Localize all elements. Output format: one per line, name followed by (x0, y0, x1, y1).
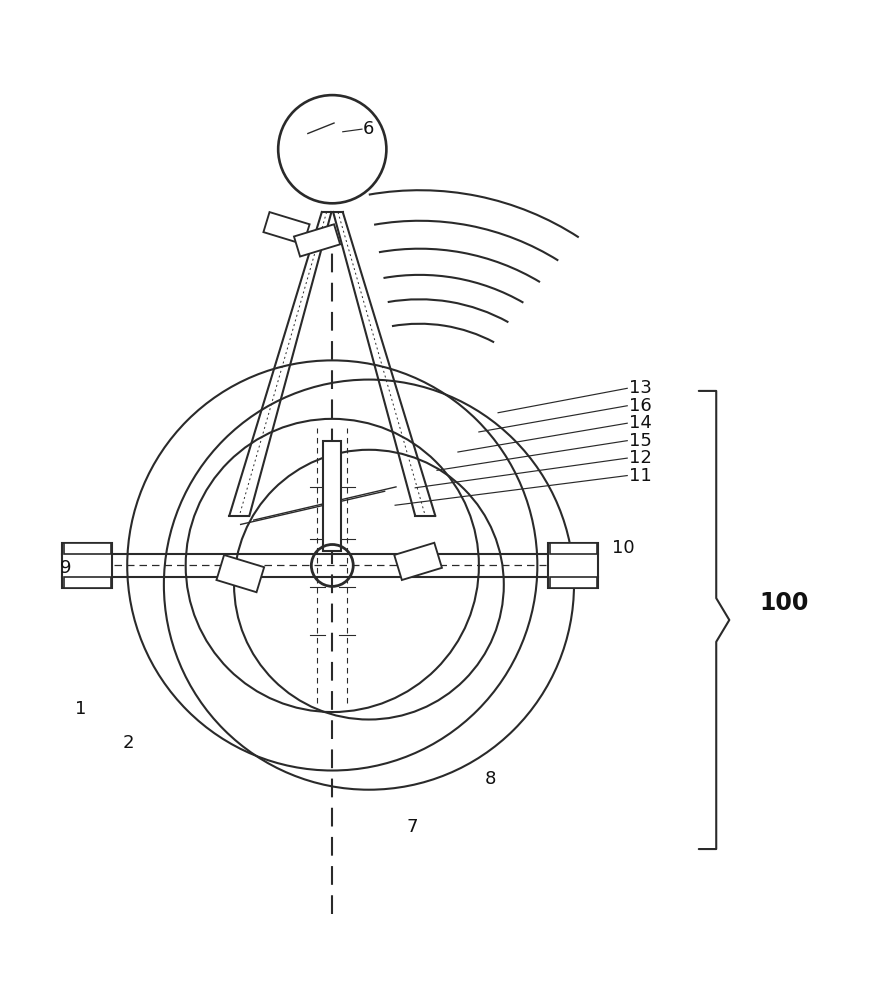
Bar (394, 543, 442, 580)
Text: 1: 1 (75, 700, 87, 718)
Text: 8: 8 (485, 770, 496, 788)
Bar (62, 543, 113, 588)
Bar (263, 212, 309, 244)
Text: 11: 11 (629, 467, 652, 485)
Bar (548, 543, 599, 588)
Text: 7: 7 (406, 818, 418, 836)
Text: 16: 16 (629, 397, 652, 415)
Bar (294, 224, 340, 257)
Bar (217, 555, 264, 592)
Bar (64, 577, 111, 588)
Text: 14: 14 (629, 414, 652, 432)
Bar (550, 543, 597, 554)
Text: 10: 10 (612, 539, 635, 557)
Text: 12: 12 (629, 449, 652, 467)
Text: 6: 6 (363, 120, 374, 138)
Bar (64, 543, 111, 554)
Text: 15: 15 (629, 432, 652, 450)
Text: 9: 9 (60, 559, 72, 577)
Bar (550, 577, 597, 588)
Text: 2: 2 (123, 734, 135, 752)
Text: 13: 13 (629, 379, 652, 397)
Bar (323, 441, 342, 551)
Text: 100: 100 (760, 591, 809, 615)
